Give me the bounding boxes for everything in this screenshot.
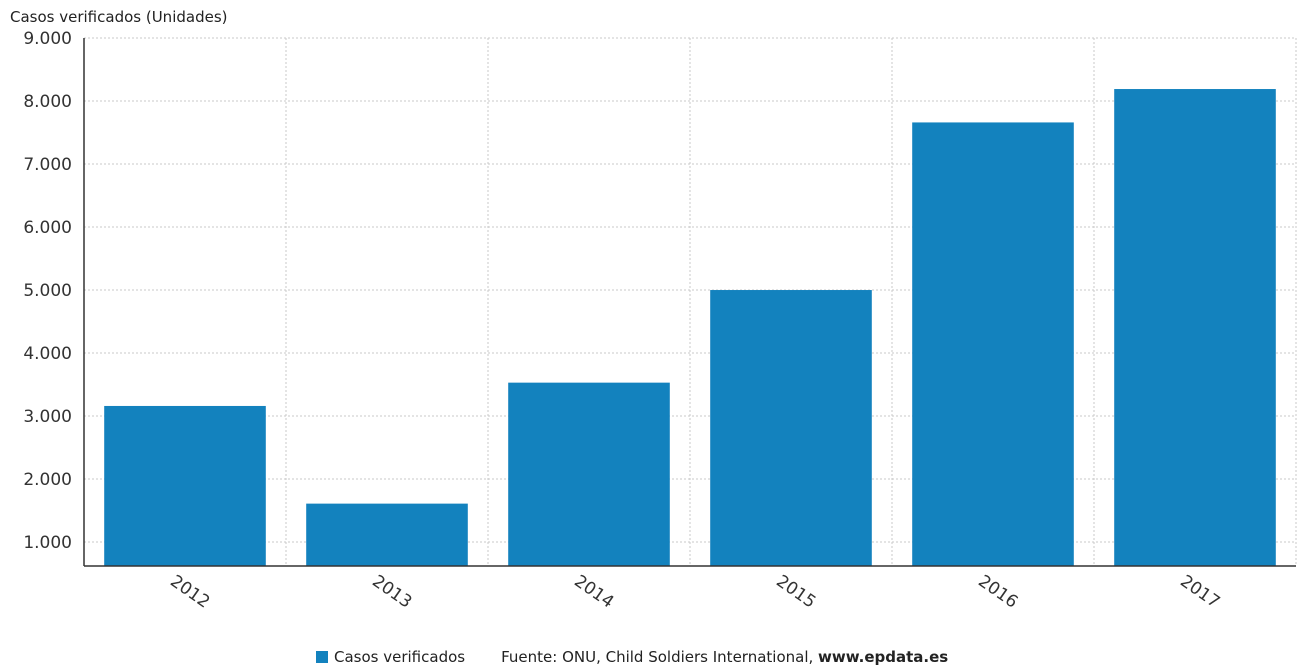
x-tick-labels: 2012 2013 2014 2015 2016 2017	[166, 571, 1223, 612]
bar-2013	[306, 504, 468, 566]
x-tick-label: 2014	[570, 571, 617, 612]
y-tick-label: 6.000	[23, 218, 72, 238]
bar-2012	[104, 406, 266, 566]
x-tick-label: 2017	[1176, 571, 1223, 612]
source-text: Fuente: ONU, Child Soldiers Internationa…	[501, 648, 818, 666]
y-tick-label: 7.000	[23, 155, 72, 175]
y-tick-label: 3.000	[23, 407, 72, 427]
y-tick-label: 1.000	[23, 533, 72, 553]
bar-2014	[508, 383, 670, 566]
source-url: www.epdata.es	[818, 648, 948, 666]
y-tick-label: 2.000	[23, 470, 72, 490]
y-tick-label: 8.000	[23, 92, 72, 112]
x-tick-label: 2015	[772, 571, 819, 612]
bar-2015	[710, 290, 872, 566]
bar-chart: 1.000 2.000 3.000 4.000 5.000 6.000 7.000 8.000…	[0, 0, 1297, 640]
legend-label: Casos verificados	[334, 648, 465, 666]
y-tick-label: 5.000	[23, 281, 72, 301]
footer: Casos verificados Fuente: ONU, Child Sold…	[316, 648, 948, 666]
legend-swatch	[316, 651, 328, 663]
x-tick-label: 2016	[974, 571, 1021, 612]
bar-2017	[1114, 89, 1276, 566]
bar-2016	[912, 122, 1074, 566]
x-tick-label: 2013	[368, 571, 415, 612]
y-tick-label: 4.000	[23, 344, 72, 364]
y-tick-label: 9.000	[23, 29, 72, 49]
x-tick-label: 2012	[166, 571, 213, 612]
y-tick-labels: 1.000 2.000 3.000 4.000 5.000 6.000 7.000 8.000…	[23, 29, 72, 553]
